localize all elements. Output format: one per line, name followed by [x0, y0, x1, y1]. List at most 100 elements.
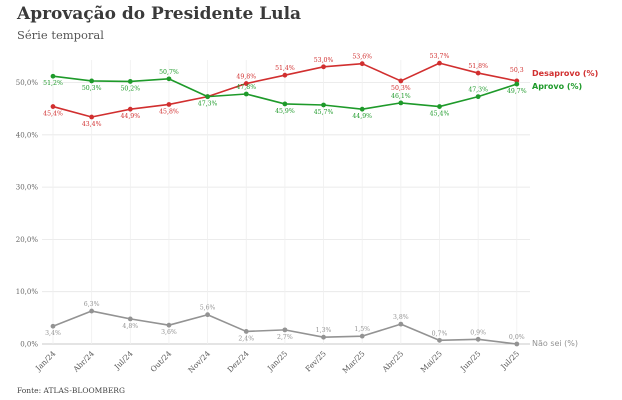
data-point — [128, 107, 133, 112]
data-label: 45,8% — [159, 108, 179, 115]
x-axis: Jan/24 Abr/24 Jul/24 Out/24 Nov/24 Dez/24 Jan/… — [33, 349, 521, 375]
data-label: 53,0% — [314, 57, 334, 64]
data-label: 45,4% — [43, 111, 63, 118]
legend: Desaprovo (%) Aprovo (%) Não sei (%) — [532, 69, 598, 348]
data-point — [128, 316, 133, 321]
y-axis: 0,0% 10,0% 20,0% 30,0% 40,0% 50,0% — [16, 79, 39, 349]
x-tick-label: Jan/25 — [265, 349, 289, 373]
y-tick-label: 30,0% — [16, 184, 39, 192]
data-point — [437, 338, 442, 343]
data-label: 5,6% — [200, 305, 216, 312]
data-label: 4,8% — [122, 323, 138, 330]
data-point — [360, 107, 365, 112]
data-label: 46,1% — [391, 93, 411, 100]
data-point — [89, 309, 94, 314]
data-point — [283, 327, 288, 332]
data-point — [514, 342, 519, 347]
data-label: 45,7% — [314, 109, 334, 116]
x-tick-label: Nov/24 — [186, 349, 212, 375]
line-chart: 0,0% 10,0% 20,0% 30,0% 40,0% 50,0% Jan/24 Abr/… — [0, 0, 622, 400]
data-label: 1,3% — [316, 327, 332, 334]
data-point — [437, 104, 442, 109]
data-label: 53,6% — [352, 54, 372, 61]
data-point — [128, 79, 133, 84]
data-point — [51, 74, 56, 79]
x-tick-label: Fev/25 — [304, 349, 329, 374]
data-point — [205, 94, 210, 99]
data-label: 53,7% — [430, 53, 450, 60]
data-point — [398, 79, 403, 84]
x-tick-label: Jan/24 — [33, 349, 57, 373]
data-label: 45,4% — [430, 111, 450, 118]
data-point — [398, 322, 403, 327]
data-point — [514, 82, 519, 87]
data-label: 49,8% — [236, 74, 256, 81]
data-point — [51, 104, 56, 109]
data-point — [283, 102, 288, 107]
data-point — [476, 337, 481, 342]
data-label: 2,7% — [277, 334, 293, 341]
data-label: 50,2% — [120, 85, 140, 92]
x-tick-label: Dez/24 — [226, 349, 251, 374]
data-label: 51,2% — [43, 80, 63, 87]
data-label: 0,7% — [432, 330, 448, 337]
data-point — [167, 102, 172, 107]
x-tick-label: Jun/25 — [458, 349, 483, 374]
x-tick-label: Jul/24 — [112, 349, 135, 372]
data-label: 47,8% — [236, 84, 256, 91]
x-tick-label: Abr/25 — [380, 349, 406, 375]
data-label: 3,8% — [393, 314, 409, 321]
data-label: 51,4% — [275, 65, 295, 72]
data-point — [89, 115, 94, 120]
data-point — [437, 61, 442, 66]
data-label: 47,3% — [468, 87, 488, 94]
x-tick-label: Abr/24 — [71, 349, 97, 375]
data-label: 3,4% — [45, 330, 61, 337]
data-label: 0,0% — [509, 334, 525, 341]
data-label: 0,9% — [470, 329, 486, 336]
data-label: 44,9% — [352, 113, 372, 120]
data-point — [244, 92, 249, 97]
data-label: 47,3% — [198, 101, 218, 108]
data-point — [476, 94, 481, 99]
source-note: Fonte: ATLAS-BLOOMBERG — [17, 386, 125, 395]
y-tick-label: 20,0% — [16, 236, 39, 244]
data-point — [167, 323, 172, 328]
data-label: 45,9% — [275, 108, 295, 115]
data-label: 1,5% — [354, 326, 370, 333]
x-tick-label: Out/24 — [149, 349, 174, 374]
x-tick-label: Mai/25 — [419, 349, 444, 374]
y-tick-label: 10,0% — [16, 288, 39, 296]
data-point — [476, 71, 481, 76]
data-label: 50,3 — [510, 67, 524, 74]
data-label: 49,7% — [507, 88, 527, 95]
data-label: 43,4% — [82, 121, 102, 128]
data-point — [89, 79, 94, 84]
data-point — [244, 329, 249, 334]
data-label: 44,9% — [120, 113, 140, 120]
x-tick-label: Mar/25 — [341, 349, 367, 375]
data-label: 50,7% — [159, 69, 179, 76]
data-label: 2,4% — [238, 335, 254, 342]
data-point — [283, 73, 288, 78]
y-tick-label: 40,0% — [16, 131, 39, 139]
data-point — [51, 324, 56, 329]
data-label: 3,6% — [161, 329, 177, 336]
data-point — [321, 335, 326, 340]
data-label: 51,8% — [468, 63, 488, 70]
y-tick-label: 50,0% — [16, 79, 39, 87]
x-tick-label: Jul/25 — [498, 349, 521, 372]
data-point — [360, 334, 365, 339]
legend-entry: Aprovo (%) — [532, 82, 582, 91]
data-label: 6,3% — [84, 301, 100, 308]
data-label: 50,3% — [82, 85, 102, 92]
data-point — [321, 64, 326, 69]
data-point — [321, 103, 326, 108]
data-point — [398, 100, 403, 105]
data-point — [205, 312, 210, 317]
data-point — [360, 61, 365, 66]
data-label: 50,3% — [391, 85, 411, 92]
legend-entry: Desaprovo (%) — [532, 69, 598, 78]
data-point — [167, 76, 172, 81]
legend-entry: Não sei (%) — [532, 339, 578, 348]
